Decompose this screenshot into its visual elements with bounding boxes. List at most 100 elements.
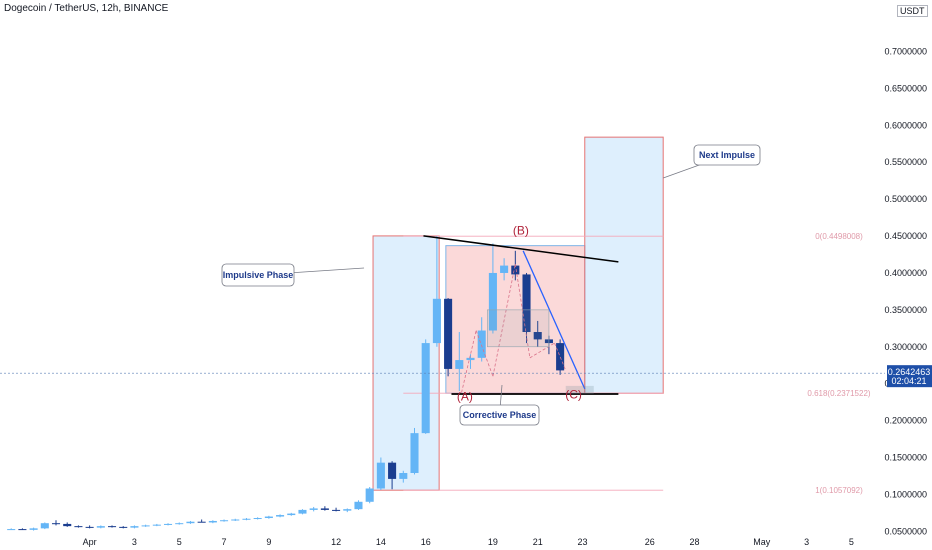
y-tick-label: 0.1500000 (884, 452, 927, 462)
candle-body (332, 509, 341, 511)
y-tick-label: 0.6000000 (884, 120, 927, 130)
candle-body (18, 529, 27, 531)
candle-body (388, 462, 397, 479)
candle-body (488, 272, 497, 331)
callouts: Impulsive Phase Corrective Phase Next Impu… (221, 144, 761, 426)
next-impulse-callout-text: Next Impulse (699, 150, 755, 160)
y-tick-label: 0.4000000 (884, 268, 927, 278)
candle-body (287, 513, 296, 516)
candle-body (40, 523, 49, 529)
candle-body (175, 523, 184, 525)
y-tick-label: 0.3500000 (884, 305, 927, 315)
currency-badge[interactable]: USDT (897, 5, 928, 17)
x-tick-label: 12 (331, 537, 341, 547)
candle-body (96, 526, 105, 528)
wave-dash-line (475, 330, 494, 377)
candle-body (354, 501, 363, 510)
candle-body (197, 521, 206, 523)
candle-body (511, 265, 520, 275)
y-tick-label: 0.3000000 (884, 342, 927, 352)
impulsive-callout-box (221, 263, 295, 287)
x-tick-label: Apr (83, 537, 97, 547)
y-tick-label: 0.1000000 (884, 489, 927, 499)
candle-body (74, 526, 83, 528)
x-axis: Apr 3 5 7 9 12 14 16 19 21 23 26 28 May 3 5 (83, 537, 854, 547)
wave-label: (B) (513, 224, 529, 238)
phase-boxes (372, 136, 664, 491)
x-tick-label: May (753, 537, 771, 547)
y-tick-label: 0.2000000 (884, 416, 927, 426)
candle-body (242, 518, 251, 520)
y-tick-label: 0.6500000 (884, 83, 927, 93)
candle-body (186, 521, 195, 524)
wave-labels: (A) (B) (C) (457, 224, 582, 404)
candle-body (410, 433, 419, 473)
candle-body (500, 265, 509, 273)
candle-body (309, 508, 318, 510)
candle-body (432, 298, 441, 344)
candle-body (376, 462, 385, 489)
candle-body (343, 509, 352, 511)
x-tick-label: 21 (533, 537, 543, 547)
x-tick-label: 3 (132, 537, 137, 547)
candle-body (107, 526, 117, 528)
candle-body (152, 524, 161, 526)
y-tick-label: 0.4500000 (884, 231, 927, 241)
resistance-line (423, 235, 619, 263)
candle-body (556, 343, 565, 371)
candle-body (421, 343, 430, 434)
candle-body (365, 488, 374, 502)
next-impulse-callout-box (693, 144, 761, 166)
wave-label: (C) (565, 387, 582, 401)
candle-body (220, 520, 229, 522)
candle-body (477, 330, 486, 358)
current-price-tag (887, 365, 932, 388)
candle-body (298, 509, 307, 514)
current-price-value: 0.2642463 (888, 367, 931, 377)
candle-body (231, 519, 240, 521)
candle-body (399, 472, 408, 479)
candle-body (444, 298, 453, 369)
x-tick-label: 19 (488, 537, 498, 547)
c-target-box (565, 385, 594, 395)
x-tick-label: 28 (690, 537, 700, 547)
x-tick-label: 7 (222, 537, 227, 547)
corrective-callout-box (459, 404, 540, 426)
x-tick-label: 23 (578, 537, 588, 547)
candle-body (51, 523, 61, 525)
candle-body (164, 523, 173, 525)
y-tick-label: 0.0500000 (884, 526, 927, 536)
candle-body (533, 332, 542, 340)
countdown-value: 02:04:21 (891, 376, 926, 386)
candle-body (522, 274, 531, 333)
fib-label: 0.618(0.2371522) (807, 389, 871, 398)
sub-structure-box (487, 309, 550, 348)
candle-body (455, 360, 464, 369)
y-axis: 0.05000000.10000000.15000000.20000000.25… (884, 47, 927, 537)
x-tick-label: 9 (266, 537, 271, 547)
candle-body (320, 508, 329, 510)
y-tick-label: 0.5500000 (884, 157, 927, 167)
fib-label: 0(0.4498008) (815, 232, 863, 241)
impulsive-callout-text: Impulsive Phase (223, 270, 294, 280)
candle-body (208, 520, 217, 523)
next-impulse-box (584, 136, 664, 394)
wave-dash-line (492, 264, 516, 377)
candle-body (85, 526, 94, 528)
wave-dash-line (514, 264, 531, 358)
candle-body (119, 526, 128, 528)
candle-body (276, 515, 285, 517)
candle-body (141, 525, 150, 527)
x-tick-label: 26 (645, 537, 655, 547)
trend-lines (423, 235, 619, 395)
x-tick-label: 16 (421, 537, 431, 547)
y-tick-label: 0.7000000 (884, 47, 927, 57)
symbol-title: Dogecoin / TetherUS, 12h, BINANCE (4, 3, 169, 14)
trend-line-blue (522, 250, 586, 390)
candle-body (130, 526, 139, 528)
candle-body (63, 523, 72, 527)
fib-levels: 0(0.4498008) 0.618(0.2371522) 1(0.1057092) (403, 232, 871, 495)
candles (7, 236, 565, 531)
